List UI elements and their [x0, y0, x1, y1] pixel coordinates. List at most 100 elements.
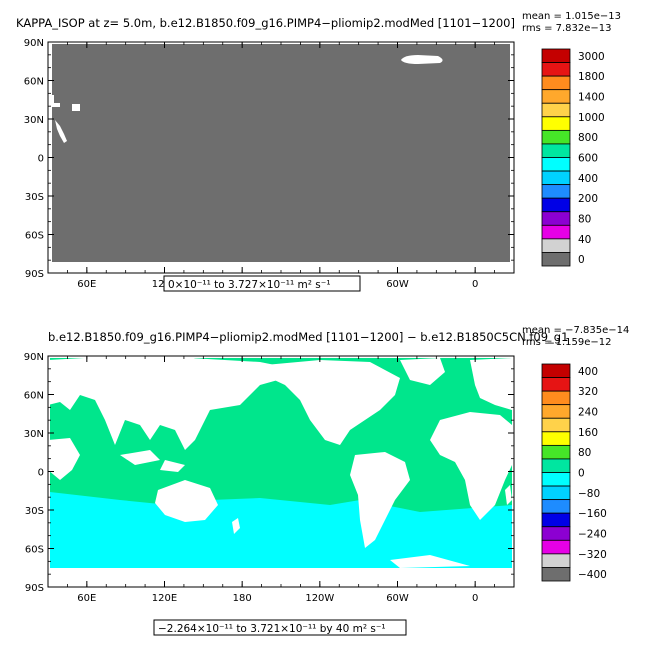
panel-bottom-x-tick-label: 120E	[152, 593, 177, 604]
panel-top-map	[48, 42, 514, 273]
panel-top-colorbar-swatch	[541, 184, 571, 199]
panel-top-colorbar-label: 0	[578, 254, 585, 266]
panel-top-colorbar-swatch	[541, 197, 571, 213]
panel-bottom-colorbar-swatch	[541, 431, 571, 446]
panel-top-mean: mean = 1.015e−13	[522, 11, 621, 22]
panel-bottom-colorbar-swatch	[541, 485, 571, 501]
panel-bottom-rms: rms = 1.159e−12	[522, 337, 612, 348]
panel-bottom-colorbar-swatch	[541, 526, 571, 541]
panel-bottom-y-tick-label: 0	[38, 468, 44, 479]
panel-top-range-box	[163, 275, 361, 292]
panel-bottom-land-eurasia	[48, 356, 300, 450]
panel-bottom: b.e12.B1850.f09_g16.PIMP4−pliomip2.modMe…	[24, 325, 629, 636]
panel-bottom-colorbar-swatch	[541, 472, 571, 487]
panel-top-colorbar-swatch	[541, 62, 571, 77]
panel-top-y-tick-label: 30N	[24, 115, 44, 126]
panel-bottom-antarctica	[390, 555, 470, 568]
panel-bottom-colorbar-swatch	[541, 553, 571, 568]
panel-bottom-land-island	[120, 450, 160, 465]
panel-bottom-colorbar-swatch	[541, 444, 571, 460]
panel-bottom-x-tick-label: 60W	[386, 593, 409, 604]
panel-top-colorbar-swatch	[541, 252, 571, 267]
panel-top-y-tick-label: 30S	[25, 192, 44, 203]
panel-bottom-land-island	[160, 460, 185, 472]
panel-bottom-antarctica	[50, 568, 512, 587]
panel-top-gap	[52, 103, 60, 107]
panel-bottom-y-tick-label: 90S	[25, 583, 44, 594]
panel-top-colorbar-label: 200	[578, 193, 598, 205]
panel-bottom-land-island	[505, 485, 512, 505]
panel-top-colorbar-swatch	[541, 102, 571, 118]
panel-top-gap	[55, 120, 67, 143]
panel-top-x-tick-label: 60W	[386, 279, 409, 290]
panel-bottom-y-tick-label: 60S	[25, 545, 44, 556]
panel-bottom-y-tick-label: 90N	[24, 352, 44, 363]
panel-top-rms: rms = 7.832e−13	[522, 23, 612, 34]
panel-bottom-colorbar-label: 160	[578, 427, 598, 439]
panel-top-x-tick-label: 60E	[77, 279, 96, 290]
panel-bottom-land-namerica	[265, 360, 400, 445]
panel-bottom-x-tick-label: 60E	[77, 593, 96, 604]
panel-top-y-tick-label: 0	[38, 154, 44, 165]
panel-bottom-range-box	[153, 619, 407, 636]
panel-bottom-colorbar-label: −400	[578, 569, 607, 581]
panel-bottom-colorbar-label: 240	[578, 406, 598, 418]
panel-bottom-land-africa	[430, 412, 512, 520]
panel-bottom-colorbar-swatch	[541, 567, 571, 582]
panel-bottom-land-samerica	[350, 452, 410, 548]
panel-bottom-land-greenland	[400, 358, 445, 385]
panel-bottom-colorbar-swatch	[541, 512, 571, 528]
panel-top-colorbar-label: 1400	[578, 91, 605, 103]
panel-bottom-x-tick-label: 0	[472, 593, 478, 604]
panel-bottom-y-tick-label: 60N	[24, 391, 44, 402]
panel-top-colorbar-swatch	[541, 89, 571, 104]
panel-bottom-x-tick-label: 180	[233, 593, 252, 604]
panel-top-y-tick-label: 90S	[25, 269, 44, 280]
panel-bottom-colorbar-swatch	[541, 417, 571, 433]
panel-bottom-land-australia	[155, 480, 218, 522]
panel-bottom-colorbar: 400 320 240 160 80 0 −80 −160 −240 −320 −400	[541, 363, 607, 582]
panel-top-colorbar-swatch	[541, 129, 571, 145]
panel-bottom-title: b.e12.B1850.f09_g16.PIMP4−pliomip2.modMe…	[48, 330, 568, 344]
panel-bottom-colorbar-swatch	[541, 390, 571, 406]
panel-bottom-colorbar-swatch	[541, 377, 571, 392]
panel-bottom-colorbar-label: −240	[578, 529, 607, 541]
panel-bottom-range-label: −2.264×10⁻¹¹ to 3.721×10⁻¹¹ by 40 m² s⁻¹	[158, 623, 386, 635]
panel-top-colorbar-label: 600	[578, 153, 598, 165]
panel-bottom-colorbar-label: 80	[578, 447, 591, 459]
panel-top-colorbar-label: 3000	[578, 51, 605, 63]
panel-bottom-colorbar-swatch	[541, 539, 571, 555]
panel-bottom-colorbar-label: 0	[578, 468, 585, 480]
panel-bottom-colorbar-label: 320	[578, 386, 598, 398]
panel-top: KAPPA_ISOP at z= 5.0m, b.e12.B1850.f09_g…	[16, 11, 621, 292]
panel-bottom-land-india	[48, 438, 80, 480]
panel-top-gap	[401, 55, 443, 64]
panel-top-colorbar-swatch	[541, 75, 571, 91]
panel-top-colorbar-swatch	[541, 116, 571, 131]
panel-bottom-x-tick-label: 120W	[305, 593, 334, 604]
panel-top-colorbar-swatch	[541, 170, 571, 186]
panel-top-colorbar-label: 400	[578, 173, 598, 185]
panel-top-y-tick-label: 60S	[25, 231, 44, 242]
panel-top-gap	[72, 104, 80, 111]
panel-top-colorbar-swatch	[541, 157, 571, 172]
panel-top-colorbar-label: 80	[578, 214, 591, 226]
panel-bottom-land-newzealand	[232, 518, 240, 534]
panel-bottom-y-tick-label: 30S	[25, 506, 44, 517]
panel-bottom-colorbar-label: −160	[578, 508, 607, 520]
panel-top-title: KAPPA_ISOP at z= 5.0m, b.e12.B1850.f09_g…	[16, 16, 515, 30]
panel-bottom-colorbar-label: −80	[578, 488, 600, 500]
panel-bottom-colorbar-swatch	[541, 404, 571, 419]
panel-top-colorbar-label: 1000	[578, 112, 605, 124]
panel-bottom-map	[48, 356, 514, 587]
panel-top-colorbar-label: 1800	[578, 71, 605, 83]
panel-top-colorbar-swatch	[541, 238, 571, 253]
panel-bottom-colorbar-swatch	[541, 458, 571, 473]
panel-top-y-tick-label: 90N	[24, 38, 44, 49]
panel-bottom-y-tick-label: 30N	[24, 429, 44, 440]
panel-bottom-mean: mean = −7.835e−14	[522, 325, 629, 336]
panel-top-field	[52, 44, 510, 262]
panel-bottom-colorbar-label: −320	[578, 549, 607, 561]
